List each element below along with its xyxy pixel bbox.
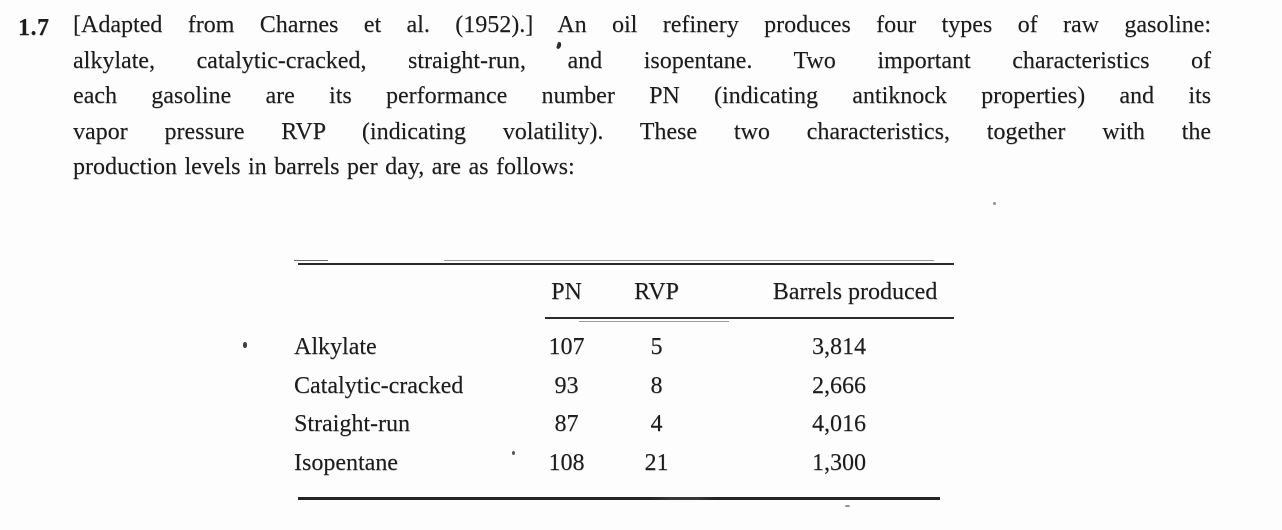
barrels-value: 4,016 xyxy=(812,411,866,438)
pn-value: 93 xyxy=(554,372,579,399)
pn-value: 107 xyxy=(548,334,585,360)
row-label: Alkylate xyxy=(294,334,377,360)
row-label: Catalytic-cracked xyxy=(294,372,464,399)
table-row: Alkylate 107 5 3,814 xyxy=(294,333,954,372)
rvp-value: 4 xyxy=(650,411,663,438)
scan-artifact xyxy=(993,202,996,205)
column-header-barrels: Barrels produced xyxy=(772,279,938,305)
rvp-value: 5 xyxy=(650,334,663,360)
table-top-rule xyxy=(298,263,954,265)
pn-value: 87 xyxy=(554,411,579,438)
text-line: alkylate, catalytic-cracked, straight-ru… xyxy=(73,47,1211,74)
scan-artifact xyxy=(243,342,247,348)
problem-statement: [Adapted from Charnes et al. (1952).] An… xyxy=(73,8,1211,186)
header-underline-rule xyxy=(545,317,954,319)
scan-artifact xyxy=(512,451,515,455)
scan-artifact xyxy=(579,321,729,322)
barrels-value: 1,300 xyxy=(812,450,866,477)
table-row: Straight-run 87 4 4,016 xyxy=(294,410,954,449)
text-line: [Adapted from Charnes et al. (1952).] An… xyxy=(73,12,1211,38)
text-line: vapor pressure RVP (indicating volatilit… xyxy=(73,118,1211,145)
table-row: Isopentane 108 21 1,300 xyxy=(294,449,954,488)
rvp-value: 21 xyxy=(644,450,669,477)
text-line: each gasoline are its performance number… xyxy=(73,83,1211,109)
column-header-pn: PN xyxy=(551,279,582,305)
text-line: production levels in barrels per day, ar… xyxy=(73,154,575,180)
column-header-rvp: RVP xyxy=(634,279,679,305)
scan-artifact xyxy=(845,505,850,507)
gasoline-data-table: PN RVP Barrels produced Alkylate 107 5 3… xyxy=(294,260,954,508)
table-row: Catalytic-cracked 93 8 2,666 xyxy=(294,372,954,411)
scan-artifact xyxy=(444,260,934,261)
row-label: Isopentane xyxy=(294,450,398,477)
problem-number: 1.7 xyxy=(18,15,50,41)
barrels-value: 3,814 xyxy=(812,334,866,360)
pn-value: 108 xyxy=(548,450,585,477)
table-header-row: PN RVP Barrels produced xyxy=(294,278,954,306)
barrels-value: 2,666 xyxy=(812,372,866,399)
table-bottom-rule xyxy=(298,497,940,500)
table-body: Alkylate 107 5 3,814 Catalytic-cracked 9… xyxy=(294,333,954,488)
rvp-value: 8 xyxy=(650,372,663,399)
scan-artifact xyxy=(294,260,328,261)
row-label: Straight-run xyxy=(294,411,410,438)
